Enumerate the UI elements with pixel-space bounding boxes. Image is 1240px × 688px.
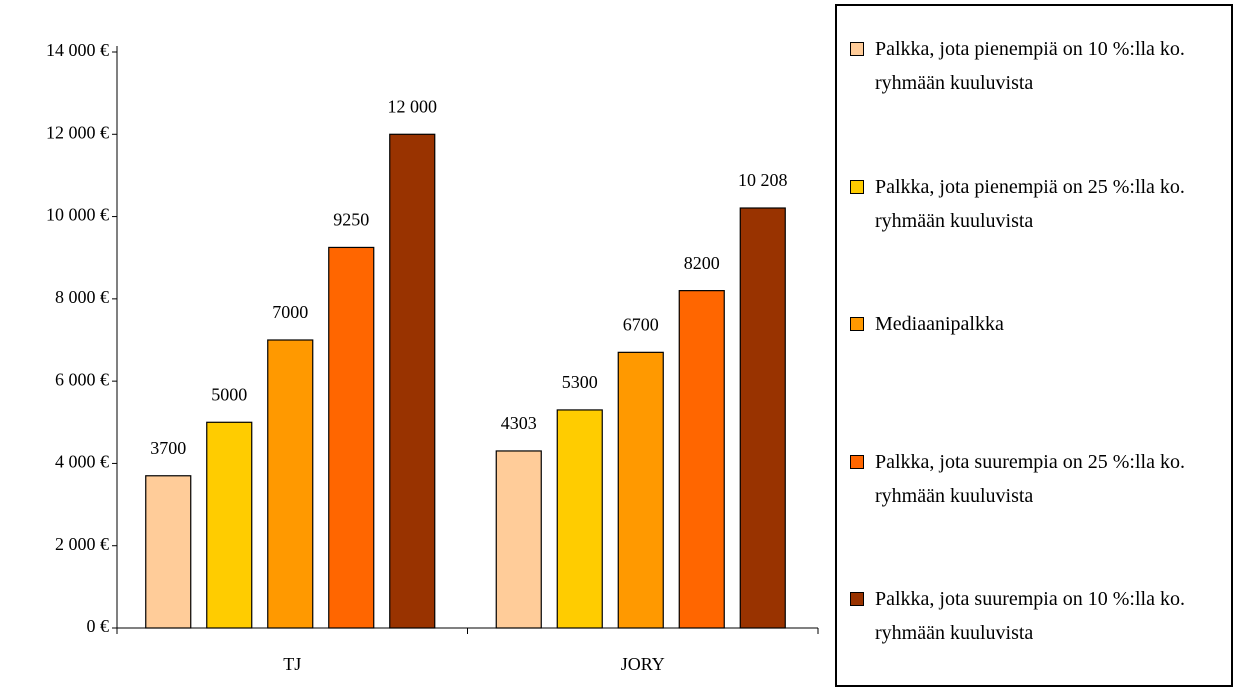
data-label: 7000 bbox=[272, 302, 308, 322]
bar bbox=[389, 133, 436, 629]
legend-label: Palkka, jota suurempia on 10 %:lla ko. r… bbox=[875, 588, 1185, 644]
bar bbox=[145, 475, 192, 629]
y-tick-label: 2 000 € bbox=[55, 534, 109, 554]
legend-label: Palkka, jota suurempia on 25 %:lla ko. r… bbox=[875, 450, 1185, 507]
bar bbox=[206, 421, 253, 629]
bar bbox=[678, 290, 725, 629]
data-label: 12 000 bbox=[388, 96, 438, 116]
y-tick-label: 14 000 € bbox=[46, 40, 109, 60]
bar bbox=[267, 339, 314, 629]
data-label: 3700 bbox=[150, 438, 186, 458]
bar bbox=[328, 246, 375, 629]
bar bbox=[556, 409, 603, 629]
legend-swatch bbox=[850, 317, 864, 331]
legend-swatch bbox=[850, 592, 864, 606]
legend-box bbox=[835, 4, 1233, 687]
x-tick-label: TJ bbox=[283, 654, 301, 674]
x-tick-label: JORY bbox=[621, 654, 665, 674]
data-label: 9250 bbox=[333, 210, 369, 230]
y-tick-label: 10 000 € bbox=[46, 205, 109, 225]
data-label: 5000 bbox=[211, 384, 247, 404]
legend-swatch bbox=[850, 454, 864, 469]
data-label: 10 208 bbox=[738, 170, 788, 190]
data-label: 6700 bbox=[623, 314, 659, 334]
data-label: 5300 bbox=[562, 372, 598, 392]
legend-label: Palkka, jota pienempiä on 25 %:lla ko. r… bbox=[875, 175, 1185, 232]
bar bbox=[495, 450, 542, 629]
legend-swatch bbox=[850, 42, 864, 56]
legend-label: Mediaanipalkka bbox=[875, 313, 1004, 335]
y-tick-label: 4 000 € bbox=[55, 452, 109, 472]
bar bbox=[617, 351, 664, 629]
legend-label: Palkka, jota pienempiä on 10 %:lla ko. r… bbox=[875, 38, 1185, 94]
y-tick-label: 0 € bbox=[87, 616, 110, 636]
y-tick-label: 6 000 € bbox=[55, 369, 109, 389]
data-label: 8200 bbox=[684, 253, 720, 273]
data-label: 4303 bbox=[501, 413, 537, 433]
legend-swatch bbox=[850, 179, 864, 194]
y-tick-label: 12 000 € bbox=[46, 122, 109, 142]
y-tick-label: 8 000 € bbox=[55, 287, 109, 307]
bar bbox=[739, 207, 786, 629]
